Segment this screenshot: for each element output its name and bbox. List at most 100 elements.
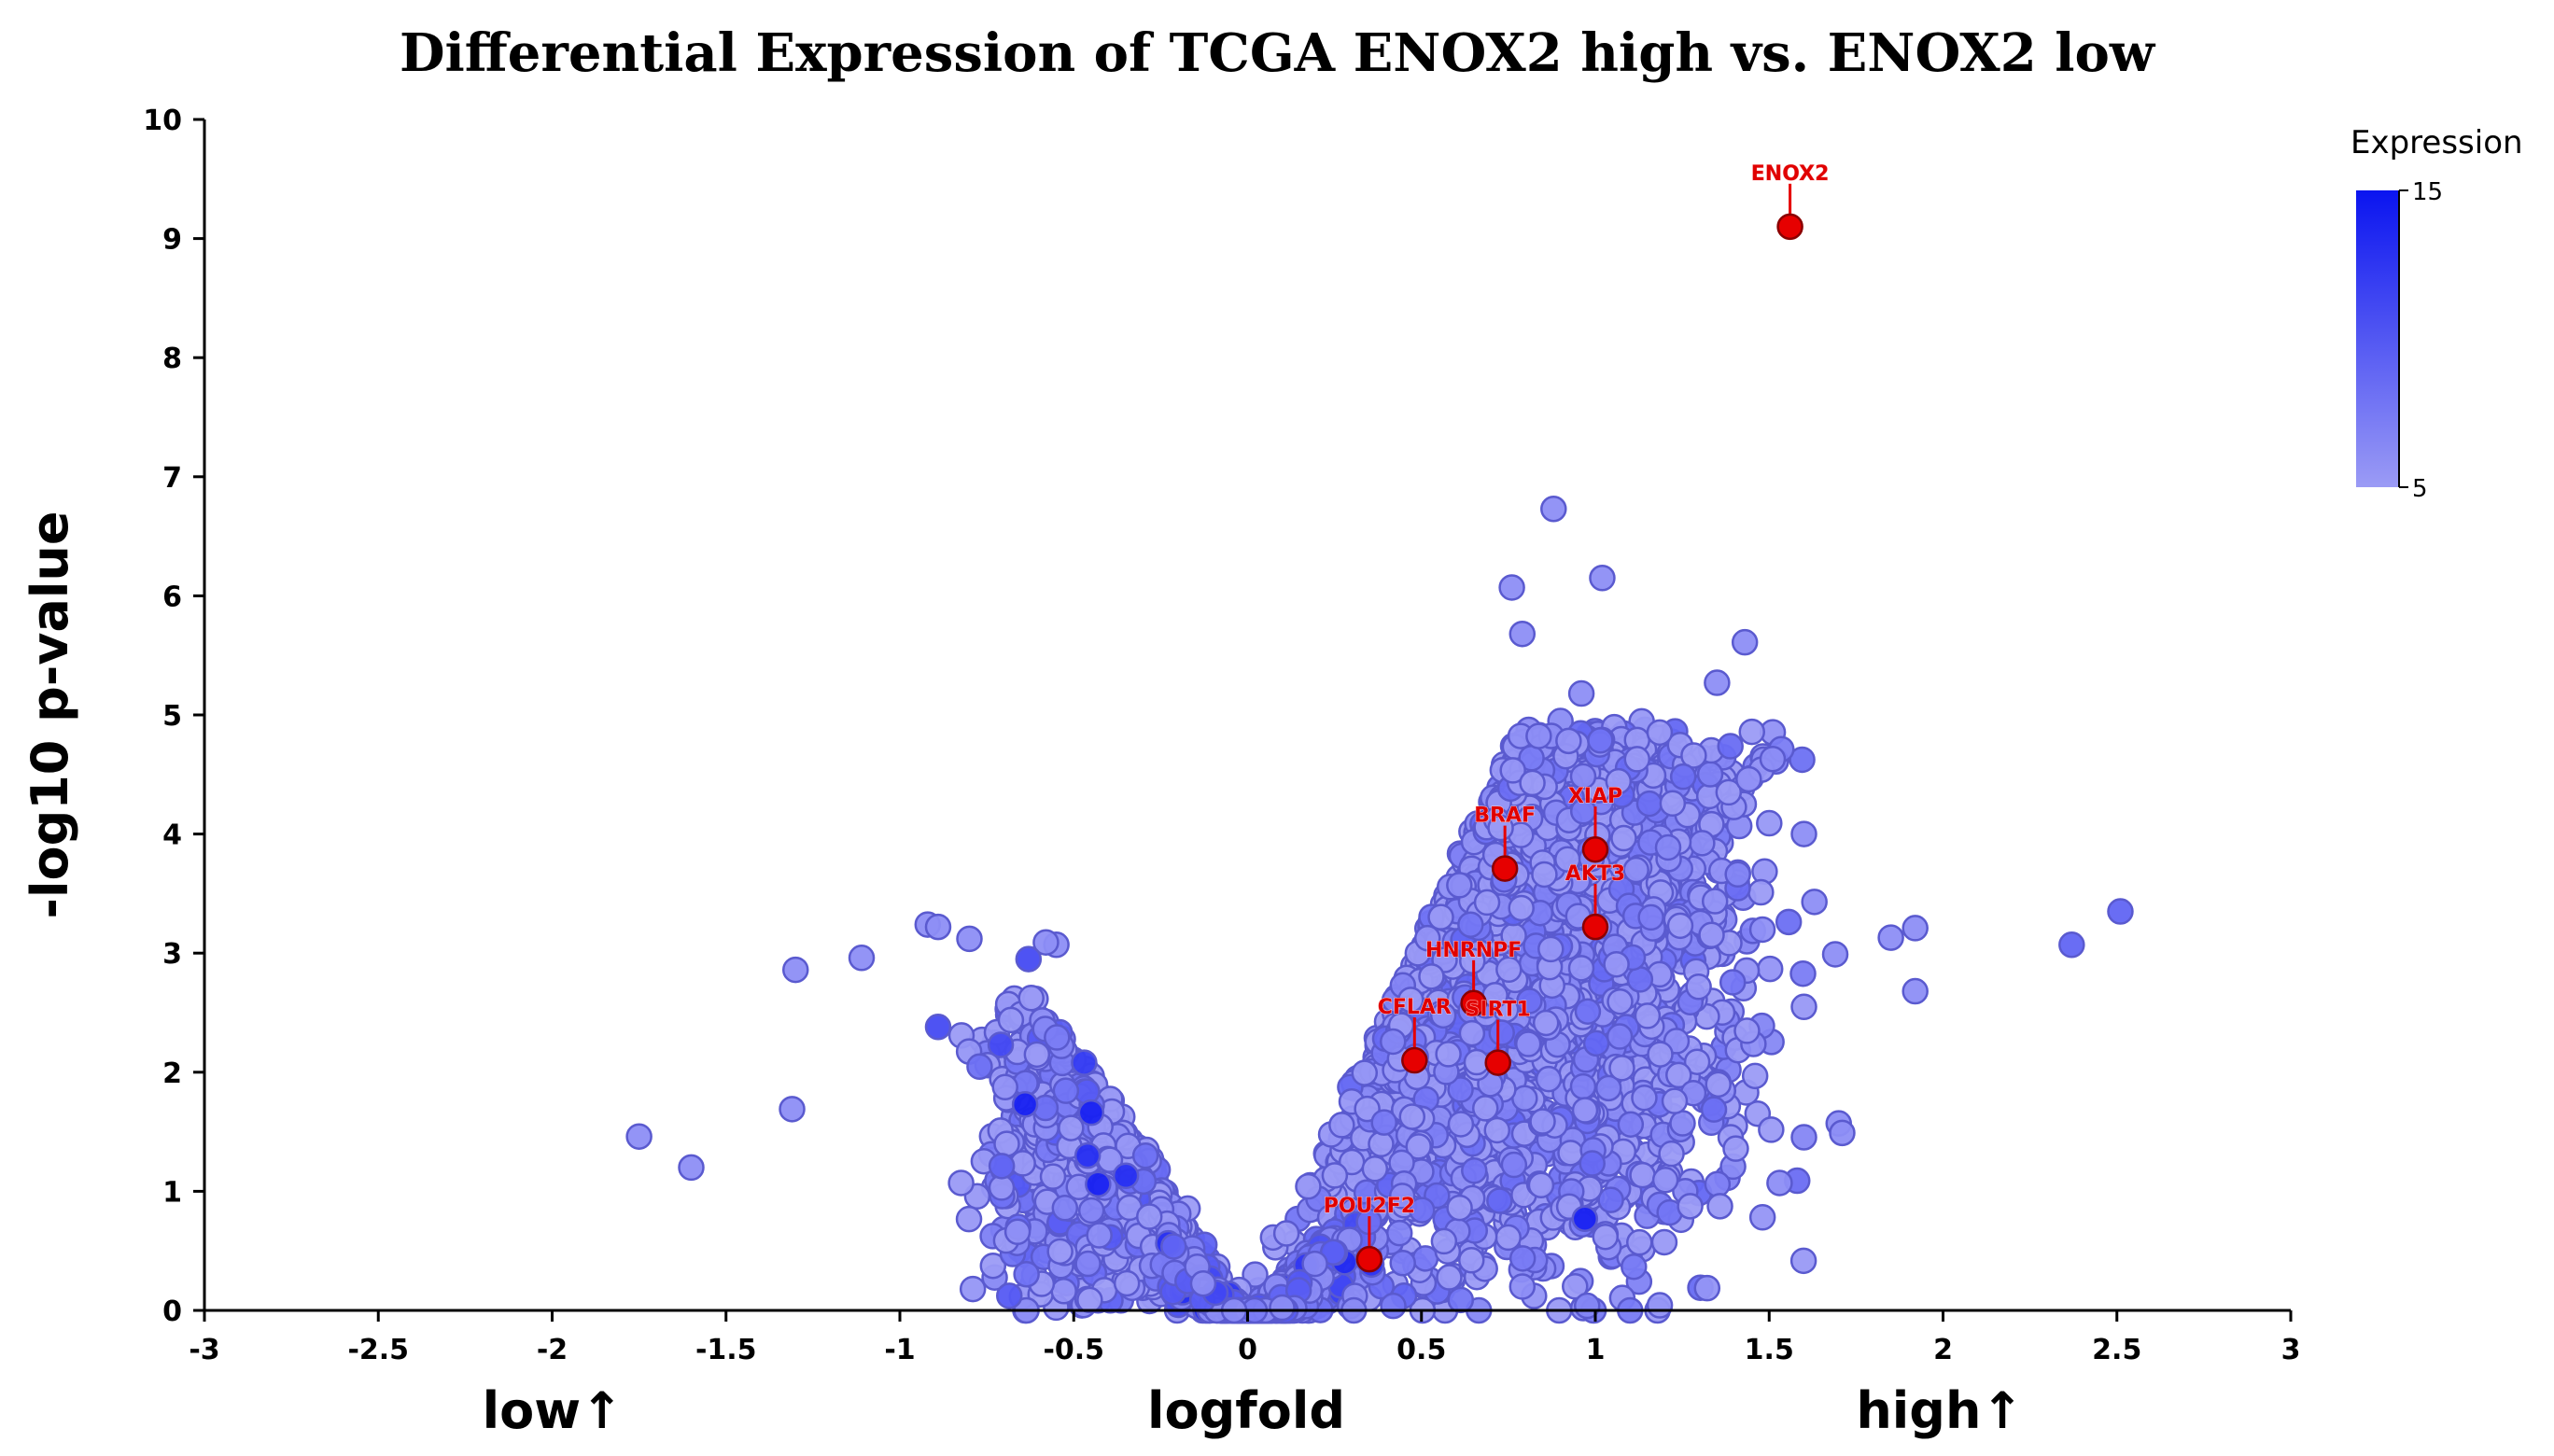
- gene-point: [1706, 1193, 1733, 1220]
- gene-point: [1495, 1224, 1522, 1252]
- gene-point: [1486, 1187, 1513, 1214]
- gene-point: [1508, 894, 1535, 922]
- gene-label: POU2F2: [1324, 1195, 1415, 1218]
- gene-point: [1074, 1141, 1102, 1169]
- colorbar: Expression 15 5: [2351, 124, 2523, 503]
- gene-point: [1606, 1023, 1634, 1050]
- gene-point: [1531, 861, 1558, 889]
- gene-point: [1112, 1162, 1140, 1190]
- gene-point: [848, 945, 876, 972]
- x-tick-label: -3: [189, 1334, 219, 1366]
- gene-label: ENOX2: [1751, 162, 1830, 186]
- y-tick-label: 2: [162, 1057, 182, 1090]
- gene-point: [1537, 935, 1565, 963]
- gene-point: [1483, 1116, 1511, 1144]
- gene-point: [1634, 1002, 1662, 1029]
- gene-point: [1877, 924, 1904, 951]
- colorbar-gradient: [2356, 190, 2399, 487]
- gene-point: [1607, 987, 1634, 1015]
- gene-point: [1509, 1245, 1537, 1272]
- gene-point: [1015, 945, 1043, 973]
- gene-point: [1790, 1124, 1817, 1151]
- gene-point: [1086, 1222, 1113, 1249]
- gene-point: [1039, 1163, 1067, 1190]
- gene-point: [1471, 1095, 1499, 1122]
- gene-point: [1821, 941, 1849, 968]
- x-tick-label: -1.5: [695, 1334, 757, 1366]
- gene-point: [1446, 1194, 1473, 1222]
- gene-point: [1756, 809, 1783, 837]
- gene-point: [1704, 669, 1731, 696]
- gene-point: [1473, 889, 1501, 917]
- gene-point: [1131, 1141, 1159, 1169]
- gene-point: [1724, 861, 1751, 889]
- gene-point: [1071, 1049, 1098, 1076]
- gene-point: [1457, 911, 1484, 938]
- gene-point: [924, 913, 952, 941]
- gene-point: [1733, 1017, 1761, 1044]
- gene-point: [1661, 1087, 1689, 1114]
- gene-point: [1626, 1228, 1653, 1256]
- gene-point: [1328, 1112, 1355, 1139]
- gene-point: [1379, 1028, 1407, 1056]
- gene-point: [1052, 1077, 1080, 1104]
- y-axis-title: -log10 p-value: [21, 511, 79, 919]
- gene-point: [1587, 727, 1614, 754]
- gene-point: [1051, 1195, 1079, 1222]
- gene-point: [1519, 769, 1546, 797]
- gene-point: [1610, 824, 1637, 852]
- chart-title: Differential Expression of TCGA ENOX2 hi…: [400, 22, 2156, 84]
- axes: [203, 119, 2291, 1312]
- colorbar-min-label: 5: [2412, 475, 2428, 503]
- y-tick-label: 4: [162, 819, 182, 852]
- gene-point: [1361, 1155, 1389, 1183]
- gene-point: [1722, 1135, 1749, 1162]
- gene-point: [2058, 931, 2085, 959]
- gene-point: [1461, 1157, 1488, 1184]
- gene-point: [1509, 1273, 1537, 1300]
- gene-point: [1540, 496, 1567, 523]
- gene-point: [1398, 1103, 1426, 1130]
- gene-point: [1525, 722, 1552, 749]
- highlighted-gene-point: [1581, 913, 1609, 941]
- gene-label: BRAF: [1474, 805, 1536, 828]
- gene-point: [1735, 765, 1762, 793]
- x-tick-label: 2: [1933, 1334, 1953, 1366]
- highlighted-gene-point: [1484, 1049, 1511, 1076]
- x-tick-label: 0: [1238, 1334, 1257, 1366]
- y-tick-label: 5: [162, 700, 182, 733]
- gene-point: [1003, 1218, 1031, 1246]
- x-tick-label: 0.5: [1396, 1334, 1446, 1366]
- x-tick-label: -0.5: [1043, 1334, 1104, 1366]
- gene-point: [625, 1123, 653, 1150]
- gene-point: [1790, 993, 1817, 1021]
- gene-point: [1766, 1169, 1793, 1197]
- gene-point: [1447, 1111, 1475, 1138]
- x-tick-label: 2.5: [2092, 1334, 2141, 1366]
- gene-point: [1389, 1250, 1416, 1277]
- gene-point: [1380, 1292, 1407, 1320]
- gene-point: [1738, 718, 1765, 746]
- gene-point: [1775, 908, 1803, 936]
- gene-point: [1748, 1204, 1776, 1231]
- gene-point: [1385, 1219, 1413, 1247]
- scatter-points: [625, 496, 2134, 1324]
- x-tick-label: -2.5: [347, 1334, 409, 1366]
- gene-point: [1701, 888, 1729, 915]
- highlighted-gene-point: [1491, 855, 1519, 882]
- gene-point: [991, 1073, 1018, 1101]
- gene-point: [1626, 966, 1654, 993]
- gene-point: [1659, 790, 1687, 818]
- y-tick-label: 7: [162, 462, 182, 495]
- x-tick-label: -2: [537, 1334, 568, 1366]
- gene-point: [1046, 1238, 1074, 1266]
- gene-point: [1705, 1071, 1732, 1099]
- gene-point: [1023, 1041, 1051, 1069]
- gene-point: [1498, 574, 1525, 601]
- gene-point: [1076, 1286, 1103, 1314]
- y-tick-label: 3: [162, 938, 182, 971]
- gene-point: [1635, 790, 1663, 818]
- gene-point: [1269, 1294, 1296, 1322]
- gene-point: [1629, 1161, 1656, 1189]
